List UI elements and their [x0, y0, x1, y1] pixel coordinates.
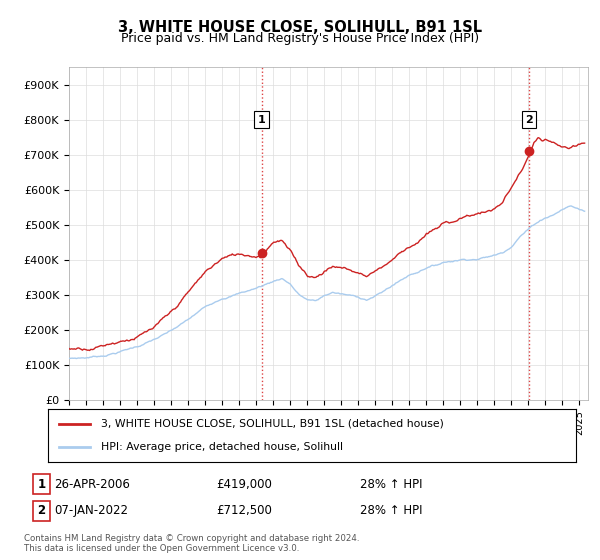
Text: £419,000: £419,000	[216, 478, 272, 491]
Text: 2: 2	[37, 504, 46, 517]
Text: 26-APR-2006: 26-APR-2006	[54, 478, 130, 491]
Text: 07-JAN-2022: 07-JAN-2022	[54, 504, 128, 517]
Text: 28% ↑ HPI: 28% ↑ HPI	[360, 478, 422, 491]
Text: £712,500: £712,500	[216, 504, 272, 517]
Text: 1: 1	[37, 478, 46, 491]
Text: 3, WHITE HOUSE CLOSE, SOLIHULL, B91 1SL (detached house): 3, WHITE HOUSE CLOSE, SOLIHULL, B91 1SL …	[101, 419, 443, 429]
Text: 28% ↑ HPI: 28% ↑ HPI	[360, 504, 422, 517]
Text: HPI: Average price, detached house, Solihull: HPI: Average price, detached house, Soli…	[101, 442, 343, 452]
Text: Price paid vs. HM Land Registry's House Price Index (HPI): Price paid vs. HM Land Registry's House …	[121, 32, 479, 45]
Text: 1: 1	[258, 115, 266, 125]
Text: 3, WHITE HOUSE CLOSE, SOLIHULL, B91 1SL: 3, WHITE HOUSE CLOSE, SOLIHULL, B91 1SL	[118, 20, 482, 35]
Text: 2: 2	[525, 115, 533, 125]
Text: Contains HM Land Registry data © Crown copyright and database right 2024.
This d: Contains HM Land Registry data © Crown c…	[24, 534, 359, 553]
